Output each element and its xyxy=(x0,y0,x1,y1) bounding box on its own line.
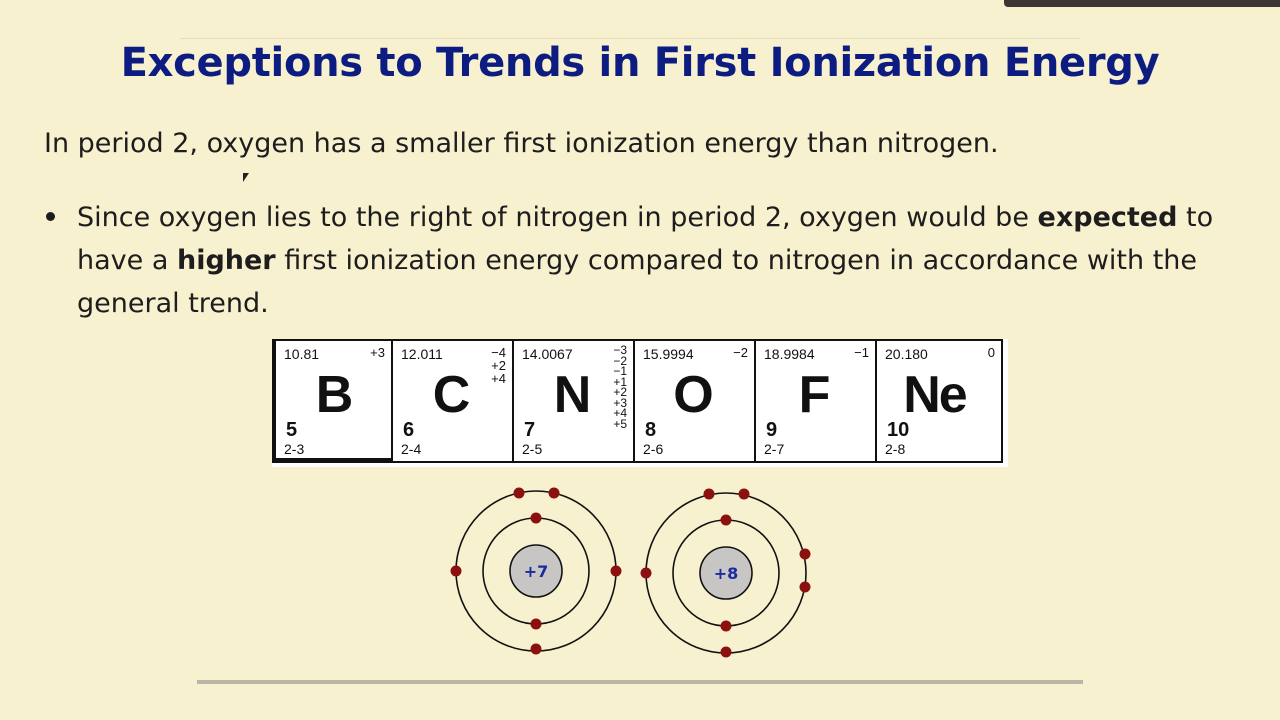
oxidation-states: −1 xyxy=(854,345,869,360)
nucleus xyxy=(699,546,753,600)
nucleus-charge: +8 xyxy=(714,564,739,583)
atomic-number: 5 xyxy=(286,419,298,441)
atomic-number: 8 xyxy=(645,419,657,441)
slide-title: Exceptions to Trends in First Ionization… xyxy=(120,40,1160,86)
atomic-mass: 20.180 xyxy=(885,346,928,362)
element-symbol: N xyxy=(553,366,592,424)
electron xyxy=(530,618,542,630)
element-cell-carbon: 12.011 −4 +2 +4 C 6 2-4 xyxy=(393,339,514,463)
nucleus-charge: +7 xyxy=(524,562,549,581)
bullet-bold-expected: expected xyxy=(1037,202,1178,233)
element-cell-fluorine: 18.9984 −1 F 9 2-7 xyxy=(756,339,877,463)
bullet-text-part1: Since oxygen lies to the right of nitrog… xyxy=(77,202,1038,233)
bullet-bold-higher: higher xyxy=(176,245,276,276)
electron-configuration: 2-8 xyxy=(885,441,906,457)
bullet-icon xyxy=(46,212,55,221)
oxidation-states: −3 −2 −1 +1 +2 +3 +4 +5 xyxy=(613,343,627,431)
atomic-mass: 15.9994 xyxy=(643,346,694,362)
atomic-mass: 12.011 xyxy=(401,346,443,362)
electron xyxy=(703,488,715,500)
atomic-number: 10 xyxy=(887,419,910,441)
element-cell-nitrogen: 14.0067 −3 −2 −1 +1 +2 +3 +4 +5 N 7 2-5 xyxy=(514,339,635,463)
electron-configuration: 2-4 xyxy=(401,441,422,457)
electron xyxy=(738,488,750,500)
nucleus xyxy=(509,544,563,598)
electron xyxy=(530,643,542,655)
periodic-table-strip: 10.81 +3 B 5 2-3 12.011 −4 +2 +4 C 6 2-4… xyxy=(272,339,1008,467)
oxidation-states: −2 xyxy=(733,345,748,360)
electron xyxy=(450,565,462,577)
window-top-bar xyxy=(1004,0,1280,7)
mouse-cursor-icon xyxy=(243,173,249,182)
intro-text: In period 2, oxygen has a smaller first … xyxy=(44,128,999,159)
element-symbol: Ne xyxy=(903,366,967,424)
element-cell-boron: 10.81 +3 B 5 2-3 xyxy=(272,339,393,463)
electron-configuration: 2-6 xyxy=(643,441,664,457)
electron xyxy=(530,512,542,524)
bohr-model-oxygen: +8 xyxy=(636,486,818,658)
electron xyxy=(513,487,525,499)
oxidation-states: 0 xyxy=(987,345,995,360)
element-symbol: B xyxy=(315,366,354,424)
electron xyxy=(610,565,622,577)
atomic-mass: 10.81 xyxy=(284,346,320,362)
bottom-divider xyxy=(197,680,1083,684)
electron-configuration: 2-3 xyxy=(284,441,305,457)
electron xyxy=(720,514,732,526)
atomic-number: 6 xyxy=(403,419,415,441)
element-symbol: C xyxy=(432,366,471,424)
oxidation-states: −4 +2 +4 xyxy=(491,345,506,386)
element-cell-oxygen: 15.9994 −2 O 8 2-6 xyxy=(635,339,756,463)
top-divider xyxy=(180,38,1080,39)
electron xyxy=(640,567,652,579)
electron xyxy=(720,646,732,658)
bullet-text: Since oxygen lies to the right of nitrog… xyxy=(77,196,1227,325)
electron xyxy=(799,548,811,560)
element-symbol: F xyxy=(798,366,831,424)
element-symbol: O xyxy=(673,366,713,424)
atomic-mass: 18.9984 xyxy=(764,346,815,362)
electron-configuration: 2-7 xyxy=(764,441,785,457)
oxidation-states: +3 xyxy=(370,345,385,360)
atomic-mass: 14.0067 xyxy=(522,346,573,362)
electron xyxy=(799,581,811,593)
electron-configuration: 2-5 xyxy=(522,441,543,457)
element-cell-neon: 20.180 0 Ne 10 2-8 xyxy=(877,339,1003,463)
bullet-text-part2: to have a xyxy=(77,202,1214,276)
bullet-text-part3: first ionization energy compared to nitr… xyxy=(77,245,1197,319)
bohr-model-nitrogen: +7 xyxy=(446,486,628,658)
atomic-number: 9 xyxy=(766,419,778,441)
electron xyxy=(548,487,560,499)
atomic-number: 7 xyxy=(524,419,536,441)
electron xyxy=(720,620,732,632)
